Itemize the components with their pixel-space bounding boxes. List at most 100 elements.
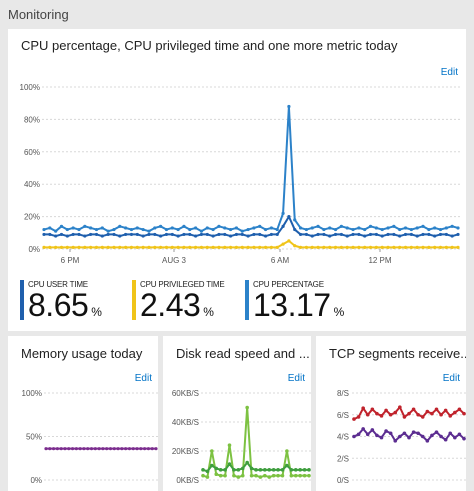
- blade-title: Monitoring: [8, 7, 69, 22]
- edit-link[interactable]: Edit: [134, 373, 152, 384]
- metric-cpu-user-time[interactable]: CPU USER TIME 8.65%: [20, 280, 120, 323]
- metric-number: 13.17: [253, 287, 331, 323]
- metric-cpu-percentage[interactable]: CPU PERCENTAGE 13.17%: [245, 280, 365, 323]
- data-point: [361, 406, 365, 411]
- data-point: [217, 232, 221, 237]
- data-point: [298, 232, 303, 237]
- data-point: [438, 232, 443, 237]
- data-point: [420, 434, 425, 439]
- data-point: [89, 447, 94, 451]
- y-tick-label: 8/S: [337, 389, 349, 398]
- data-point: [352, 417, 356, 421]
- metric-label: CPU USER TIME: [28, 280, 88, 289]
- data-point: [59, 224, 64, 228]
- edit-link[interactable]: Edit: [440, 67, 458, 78]
- data-point: [246, 245, 250, 249]
- data-point: [159, 224, 163, 228]
- edit-link[interactable]: Edit: [287, 373, 305, 384]
- data-point: [94, 232, 99, 237]
- y-tick-label: 100%: [20, 83, 40, 92]
- data-point: [328, 234, 332, 238]
- data-point: [339, 245, 343, 249]
- data-point: [450, 245, 454, 249]
- data-point: [328, 226, 332, 230]
- data-point: [77, 227, 81, 232]
- data-point: [182, 245, 186, 249]
- data-point: [275, 227, 279, 232]
- data-point: [71, 245, 75, 249]
- data-point: [83, 245, 87, 249]
- data-point: [258, 224, 262, 228]
- data-point: [240, 466, 245, 471]
- data-point: [450, 234, 454, 238]
- data-point: [281, 224, 285, 228]
- data-point: [392, 245, 396, 249]
- data-point: [415, 226, 419, 230]
- x-tick-label: 6 PM: [61, 256, 80, 265]
- data-point: [252, 232, 256, 237]
- data-point: [316, 224, 320, 228]
- data-point: [164, 232, 169, 237]
- data-point: [293, 227, 297, 232]
- data-point: [409, 227, 413, 232]
- data-point: [78, 447, 82, 451]
- data-point: [443, 437, 448, 442]
- metric-unit: %: [203, 305, 214, 319]
- data-point: [83, 224, 87, 228]
- metric-color-bar: [132, 280, 136, 320]
- edit-link[interactable]: Edit: [442, 373, 460, 384]
- data-point: [65, 227, 69, 232]
- data-point: [434, 407, 439, 412]
- tcp-segments-tile[interactable]: TCP segments receive... Edit 0/S 2/S 4/S 6/…: [316, 336, 466, 491]
- data-point: [245, 460, 249, 465]
- cpu-metrics-tile[interactable]: CPU percentage, CPU privileged time and …: [8, 29, 466, 331]
- data-point: [71, 226, 75, 230]
- data-point: [345, 226, 349, 230]
- data-point: [444, 245, 448, 249]
- y-tick-label: 0/S: [337, 476, 349, 485]
- data-point: [361, 427, 365, 431]
- data-point: [402, 431, 407, 436]
- data-point: [333, 245, 338, 249]
- data-point: [236, 468, 241, 472]
- data-point: [368, 245, 373, 249]
- data-point: [223, 468, 227, 472]
- data-point: [351, 245, 355, 249]
- data-point: [112, 227, 116, 232]
- data-point: [246, 227, 250, 232]
- data-point: [194, 234, 198, 238]
- data-point: [258, 468, 263, 472]
- data-point: [135, 245, 139, 249]
- data-point: [439, 434, 443, 439]
- data-point: [254, 473, 258, 478]
- data-point: [211, 245, 215, 249]
- data-point: [141, 227, 145, 232]
- data-point: [379, 414, 384, 418]
- data-point: [65, 245, 69, 249]
- data-point: [386, 226, 390, 230]
- data-point: [363, 234, 367, 238]
- metric-cpu-privileged-time[interactable]: CPU PRIVILEGED TIME 2.43%: [132, 280, 242, 323]
- disk-line-chart: 0KB/S 20KB/S 40KB/S 60KB/S: [172, 389, 311, 485]
- data-point: [375, 433, 379, 438]
- y-tick-label: 6/S: [337, 411, 349, 420]
- data-point: [276, 473, 280, 478]
- data-point: [217, 224, 221, 228]
- data-point: [421, 224, 425, 228]
- data-point: [293, 468, 298, 472]
- blade-header: Monitoring: [0, 0, 474, 28]
- data-point: [89, 232, 93, 237]
- data-point: [154, 447, 158, 451]
- data-point: [310, 245, 314, 249]
- data-point: [71, 232, 75, 237]
- data-point: [153, 232, 157, 237]
- data-point: [427, 227, 431, 232]
- data-point: [425, 439, 430, 443]
- data-point: [416, 431, 420, 436]
- disk-read-speed-tile[interactable]: Disk read speed and ... Edit 0KB/S 20KB/S…: [163, 336, 311, 491]
- data-point: [42, 245, 46, 249]
- memory-usage-tile[interactable]: Memory usage today Edit 0% 50% 100%: [8, 336, 158, 491]
- y-tick-label: 80%: [24, 115, 40, 124]
- data-point: [433, 245, 437, 249]
- cpu-line-chart: 0% 20% 40% 60% 80% 100% 6 PM AUG 3 6 AM 12 PM: [20, 83, 460, 265]
